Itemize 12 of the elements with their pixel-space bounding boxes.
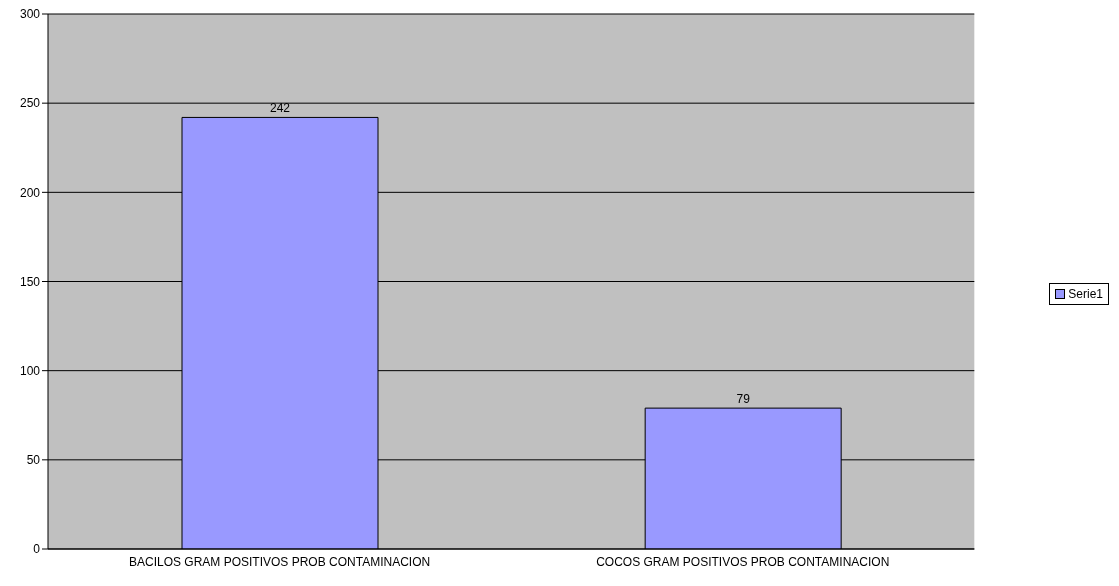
- y-tick-label: 50: [26, 453, 41, 468]
- y-tick-label: 200: [19, 185, 41, 200]
- x-tick-label: COCOS GRAM POSITIVOS PROB CONTAMINACION: [596, 554, 890, 569]
- y-tick-label: 300: [19, 7, 41, 22]
- y-tick-label: 250: [19, 96, 41, 111]
- data-label: 79: [736, 392, 751, 407]
- y-tick-label: 150: [19, 274, 41, 289]
- y-tick-label: 100: [19, 363, 41, 378]
- legend-label: Serie1: [1068, 286, 1103, 301]
- x-tick-label: BACILOS GRAM POSITIVOS PROB CONTAMINACION: [129, 554, 431, 569]
- y-tick-label: 0: [33, 542, 41, 557]
- data-label: 242: [269, 101, 291, 116]
